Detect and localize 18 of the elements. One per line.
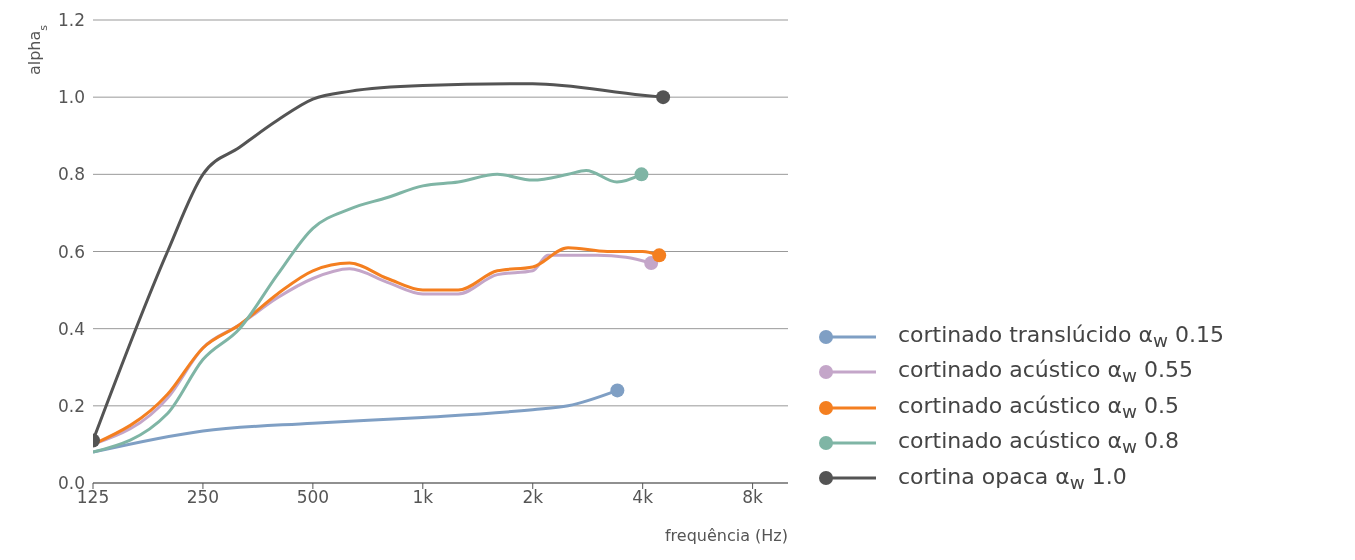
- x-tick-label: 250: [186, 487, 220, 508]
- x-tick-label: 8k: [742, 487, 764, 508]
- y-tick-label: 1.2: [57, 10, 85, 31]
- legend-label: cortina opaca α$_{w}$ 1.0: [898, 463, 1127, 493]
- x-tick-label: 1k: [412, 487, 434, 508]
- x-tick-label: 4k: [632, 487, 654, 508]
- y-tick-label: 0.4: [57, 318, 85, 339]
- legend-label: cortinado acústico α$_{w}$ 0.55: [898, 357, 1193, 387]
- legend-label: cortinado acústico α$_{w}$ 0.8: [898, 428, 1179, 458]
- y-tick-label: 0.2: [57, 395, 85, 416]
- legend-label: cortinado acústico α$_{w}$ 0.5: [898, 392, 1179, 423]
- y-tick-label: 0.8: [57, 164, 85, 185]
- y-tick-label: 1.0: [57, 87, 85, 108]
- y-tick-label: 0.6: [57, 241, 85, 262]
- legend-label: cortinado translúcido α$_{w}$ 0.15: [898, 322, 1224, 352]
- x-tick-label: 2k: [522, 487, 544, 508]
- x-tick-label: 500: [296, 487, 330, 508]
- x-axis-title: frequência (Hz): [664, 526, 788, 545]
